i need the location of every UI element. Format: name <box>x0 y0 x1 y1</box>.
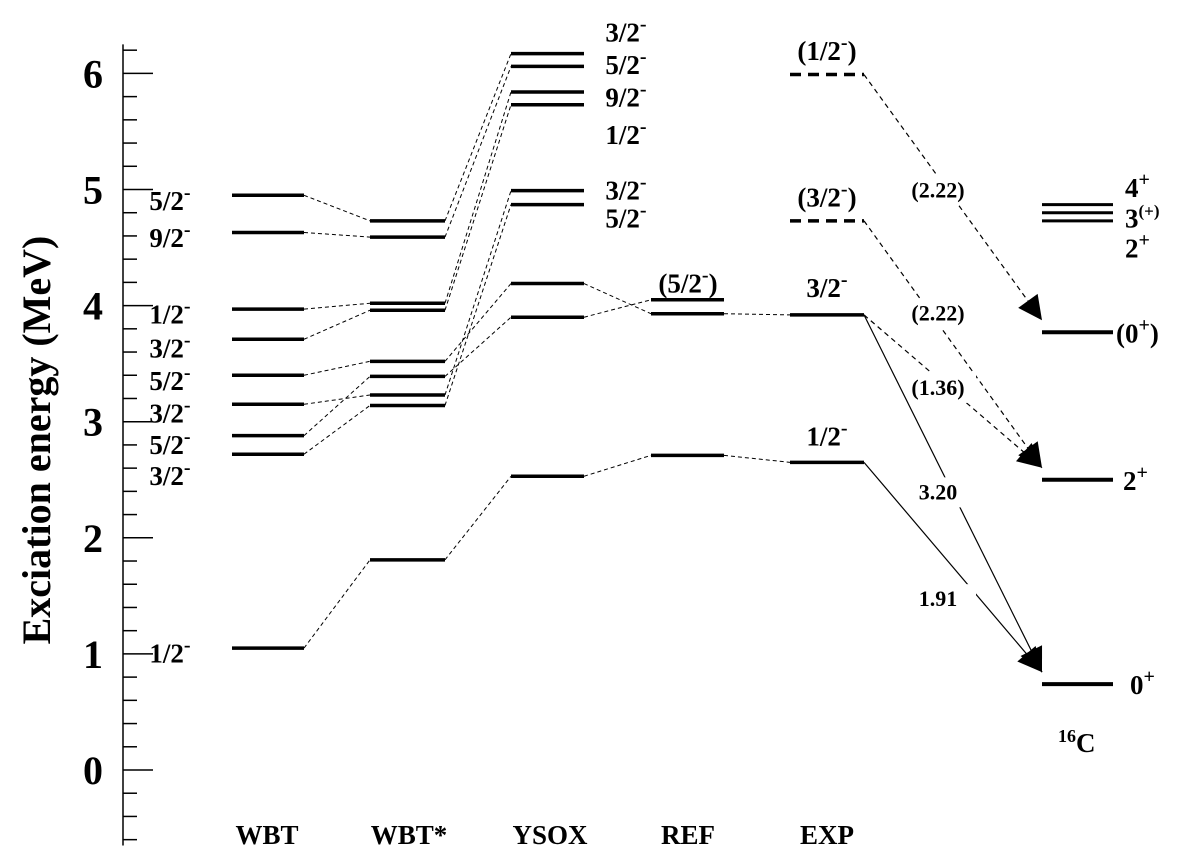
ysox-level-label: 1/2- <box>605 116 646 150</box>
decay-label-bg <box>900 175 976 206</box>
y-tick-label: 0 <box>83 748 103 793</box>
decay-arrowhead <box>1018 293 1042 321</box>
gamma-decays: (2.22) (2.22) (1.36) 3.20 1.91 <box>863 74 1043 673</box>
level-connector <box>303 309 371 340</box>
decay-label-bg <box>900 298 976 329</box>
ysox-level-label: 3/2- <box>605 172 646 206</box>
decay-energy-label: (1.36) <box>911 375 964 400</box>
level-connector <box>444 91 512 304</box>
column-label-ysox: YSOX <box>512 820 588 850</box>
wbt-level-label: 5/2- <box>149 182 190 216</box>
decay-label-bg <box>900 372 976 403</box>
level-connector <box>444 316 512 377</box>
level-connector <box>723 454 791 463</box>
y-axis-title: Exciation energy (MeV) <box>14 236 59 645</box>
y-tick-label: 5 <box>83 168 103 213</box>
level-connector <box>303 405 371 455</box>
ysox-level-label: 5/2- <box>605 46 646 80</box>
c16-level-label: 2+ <box>1125 230 1150 264</box>
exp-level-label: (3/2-) <box>797 178 856 212</box>
wbt-level-label: 1/2- <box>149 635 190 669</box>
level-connector <box>303 194 371 222</box>
c16-level-label: (0+) <box>1116 314 1159 348</box>
ref-level-label: (5/2-) <box>658 264 717 298</box>
y-tick-label: 4 <box>83 284 103 329</box>
column-label-ref: REF <box>661 820 715 850</box>
exp-level-label: 3/2- <box>806 269 847 303</box>
wbt-level-label: 5/2- <box>149 426 190 460</box>
level-connectors <box>303 53 791 649</box>
c16-level-label: 3(+) <box>1125 201 1160 233</box>
wbt-level-label: 5/2- <box>149 362 190 396</box>
decay-label-bg <box>900 584 976 615</box>
wbt-level-label: 3/2- <box>149 457 190 491</box>
decay-energy-label: (2.22) <box>911 301 964 326</box>
decay-arrow-line <box>863 220 1043 469</box>
decay-arrow-line <box>863 461 1043 673</box>
decay-arrowhead <box>1017 646 1042 673</box>
level-connector <box>583 283 652 315</box>
wbt-level-label: 3/2- <box>149 329 190 363</box>
level-connector <box>583 299 652 318</box>
column-label-exp: EXP <box>800 820 854 850</box>
y-tick-label: 3 <box>83 400 103 445</box>
ysox-level-label: 5/2- <box>605 199 646 233</box>
level-connector <box>303 360 371 376</box>
c16-nucleus-label: 16C <box>1058 726 1096 758</box>
energy-axis: 0 1 2 3 4 5 6 <box>83 44 153 846</box>
y-tick-label: 1 <box>83 632 103 677</box>
level-connector <box>444 53 512 222</box>
level-connector <box>303 394 371 405</box>
c16-level-label: 4+ <box>1125 169 1150 203</box>
y-tick-label: 6 <box>83 51 103 96</box>
ysox-level-label: 9/2- <box>605 79 646 113</box>
exp-level-label: 1/2- <box>806 418 847 452</box>
wbt-level-label: 3/2- <box>149 394 190 428</box>
column-label-wbt: WBT <box>235 820 298 850</box>
column-label-wbt-star: WBT* <box>371 820 448 850</box>
level-connector <box>723 313 791 316</box>
level-connector <box>444 66 512 238</box>
decay-arrow-line <box>863 74 1043 321</box>
level-connector <box>444 104 512 311</box>
level-connector <box>444 475 512 561</box>
level-connector <box>303 559 371 649</box>
decay-energy-label: 3.20 <box>919 479 958 504</box>
exp-level-label: (1/2-) <box>797 32 856 66</box>
decay-arrowhead <box>1015 443 1042 468</box>
level-connector <box>303 302 371 310</box>
wbt-level-label: 1/2- <box>149 296 190 330</box>
level-labels: 1/2-3/2-5/2-3/2-5/2-3/2-1/2-9/2-5/2-5/2-… <box>149 14 1159 758</box>
level-connector <box>303 376 371 437</box>
ysox-level-label: 3/2- <box>605 14 646 48</box>
decay-label-bg <box>900 477 976 508</box>
level-connector <box>303 231 371 238</box>
level-connector <box>583 454 652 477</box>
decay-energy-label: (2.22) <box>911 178 964 203</box>
level-connector <box>444 204 512 406</box>
level-connector <box>444 283 512 362</box>
y-tick-label: 2 <box>83 516 103 561</box>
decay-energy-label: 1.91 <box>919 586 958 611</box>
level-connector <box>444 190 512 396</box>
energy-levels <box>232 51 1113 687</box>
c16-level-label: 0+ <box>1130 666 1155 700</box>
c16-level-label: 2+ <box>1123 462 1148 496</box>
wbt-level-label: 9/2- <box>149 219 190 253</box>
